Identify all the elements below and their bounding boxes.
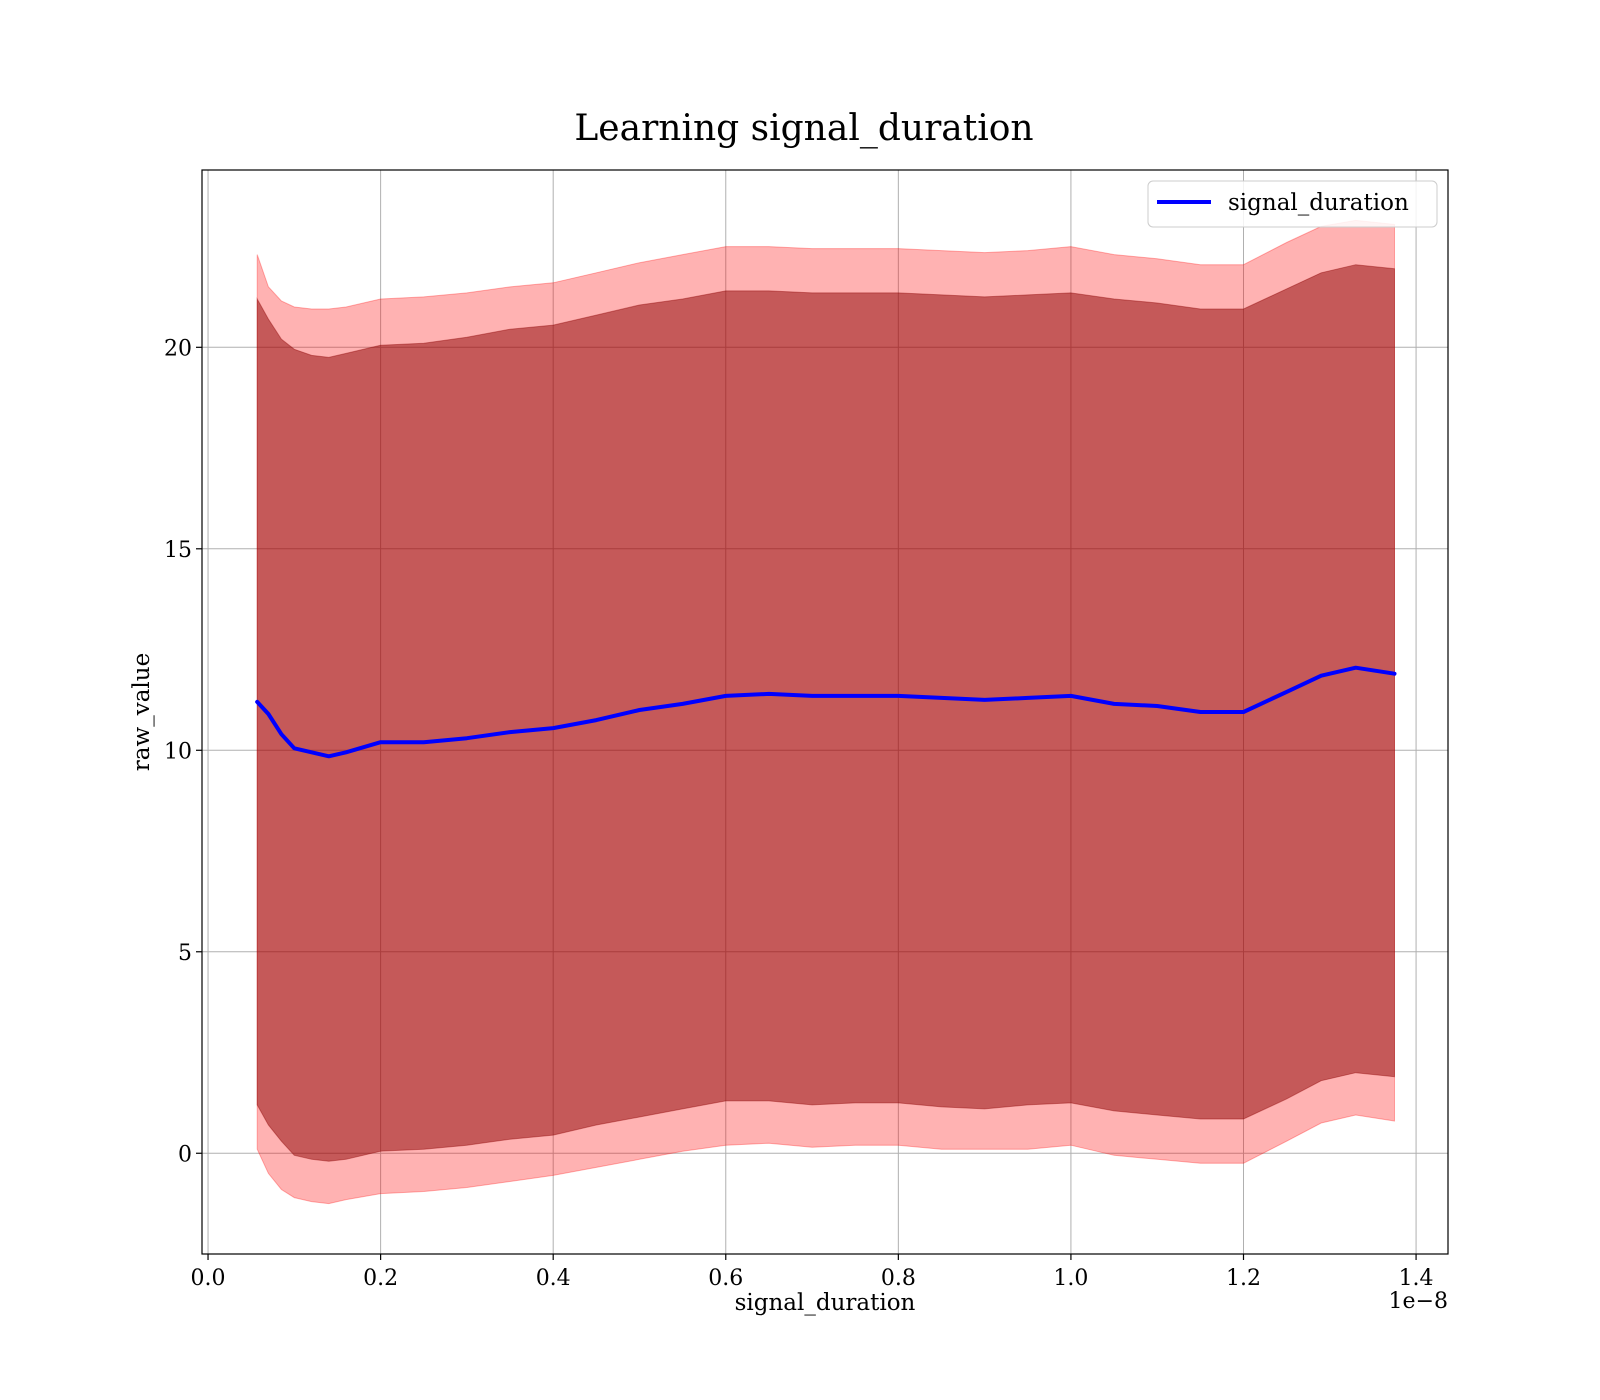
legend: signal_duration (1147, 180, 1438, 228)
legend-entry-signal-duration: signal_duration (1228, 190, 1409, 216)
x-axis-offset-label: 1e−8 (1389, 1289, 1448, 1314)
y-tick-label: 0 (178, 1142, 192, 1167)
legend-box (1147, 180, 1438, 228)
plot-frame (201, 169, 1449, 1255)
y-axis-label: raw_value (129, 653, 155, 771)
y-tick-label: 5 (178, 941, 192, 966)
series-line-signal-duration (255, 665, 1397, 759)
confidence-bands (256, 219, 1395, 1205)
x-tick-label: 1.2 (1226, 1266, 1261, 1291)
x-tick-label: 0.4 (536, 1266, 571, 1291)
x-axis-ticks: 0.0 0.2 0.4 0.6 0.8 1.0 1.2 1.4 (191, 1254, 1434, 1291)
y-tick-label: 10 (164, 739, 192, 764)
x-tick-label: 0.6 (708, 1266, 743, 1291)
series-lines (255, 665, 1397, 759)
x-tick-label: 1.0 (1053, 1266, 1088, 1291)
inner-band (256, 264, 1395, 1162)
x-tick-label: 0.0 (191, 1266, 226, 1291)
x-tick-label: 1.4 (1399, 1266, 1434, 1291)
y-axis-ticks: 0 5 10 15 20 (164, 336, 202, 1167)
x-axis-label: signal_duration (735, 1290, 916, 1316)
y-tick-label: 15 (164, 538, 192, 563)
chart-title: Learning signal_duration (574, 108, 1033, 149)
x-tick-label: 0.8 (881, 1266, 916, 1291)
y-tick-label: 20 (164, 336, 192, 361)
x-tick-label: 0.2 (363, 1266, 398, 1291)
